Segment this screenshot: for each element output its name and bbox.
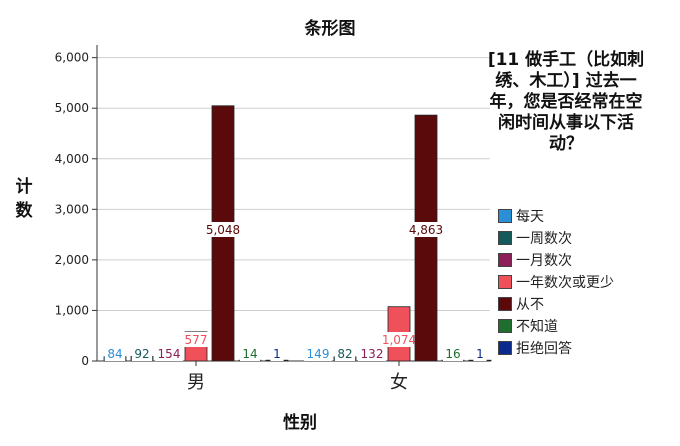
x-tick-label: 男 xyxy=(187,372,205,393)
legend: 每天一周数次一月数次一年数次或更少 从不不知道拒绝回答 xyxy=(498,205,614,359)
data-label: 154 xyxy=(158,347,181,361)
data-label: 149 xyxy=(307,347,330,361)
legend-swatch xyxy=(498,297,512,311)
data-label: 1,074 xyxy=(382,333,416,347)
data-label-bg xyxy=(182,332,210,347)
data-label-bg xyxy=(405,222,447,237)
data-label: 84 xyxy=(107,347,122,361)
y-tick-label: 1,000 xyxy=(55,303,89,317)
data-label-bg xyxy=(155,346,183,361)
data-label-bg xyxy=(473,346,487,361)
data-label-bg xyxy=(442,346,464,361)
data-label-bg xyxy=(239,346,261,361)
legend-label: 一月数次 xyxy=(516,253,572,269)
data-label-bg xyxy=(378,332,420,347)
data-label: 16 xyxy=(445,347,460,361)
y-tick-label: 5,000 xyxy=(55,101,89,115)
legend-item: 一月数次 xyxy=(498,249,614,271)
x-axis-label: 性别 xyxy=(283,413,317,433)
data-label: 577 xyxy=(185,333,208,347)
data-label-bg xyxy=(202,222,244,237)
legend-label: 从不 xyxy=(516,297,544,313)
data-label: 4,863 xyxy=(409,223,443,237)
legend-swatch xyxy=(498,341,512,355)
legend-label: 拒绝回答 xyxy=(516,341,572,357)
y-tick-label: 2,000 xyxy=(55,253,89,267)
legend-item: 一年数次或更少 xyxy=(498,271,614,293)
legend-swatch xyxy=(498,319,512,333)
legend-item: 拒绝回答 xyxy=(498,337,614,359)
y-tick-label: 3,000 xyxy=(55,202,89,216)
data-label-bg xyxy=(304,346,332,361)
bar xyxy=(414,114,438,362)
legend-swatch xyxy=(498,231,512,245)
data-label: 14 xyxy=(242,347,257,361)
legend-swatch xyxy=(498,209,512,223)
y-tick-label: 6,000 xyxy=(55,51,89,65)
chart-title: 条形图 xyxy=(304,19,356,39)
legend-label: 每天 xyxy=(516,209,544,225)
legend-label: 不知道 xyxy=(516,319,558,335)
legend-swatch xyxy=(498,275,512,289)
data-label: 1 xyxy=(476,347,484,361)
data-label-bg xyxy=(131,346,153,361)
legend-swatch xyxy=(498,253,512,267)
data-label: 1 xyxy=(273,347,281,361)
legend-label: 一年数次或更少 xyxy=(516,275,614,291)
legend-item: 一周数次 xyxy=(498,227,614,249)
data-label: 92 xyxy=(134,347,149,361)
data-label: 132 xyxy=(361,347,384,361)
data-label: 5,048 xyxy=(206,223,240,237)
data-label-bg xyxy=(334,346,356,361)
y-tick-label: 0 xyxy=(81,354,89,368)
data-label-bg xyxy=(270,346,284,361)
legend-title: [11 做手工（比如刺绣、木工）] 过去一年，您是否经常在空闲时间从事以下活动？ xyxy=(487,50,645,154)
legend-item: 每天 xyxy=(498,205,614,227)
y-tick-label: 4,000 xyxy=(55,152,89,166)
data-label-bg xyxy=(104,346,126,361)
x-tick-label: 女 xyxy=(390,372,408,393)
legend-item: 从不 xyxy=(498,293,614,315)
legend-item: 不知道 xyxy=(498,315,614,337)
y-axis-label: 计数 xyxy=(15,177,33,221)
data-label: 82 xyxy=(337,347,352,361)
legend-label: 一周数次 xyxy=(516,231,572,247)
data-label-bg xyxy=(358,346,386,361)
